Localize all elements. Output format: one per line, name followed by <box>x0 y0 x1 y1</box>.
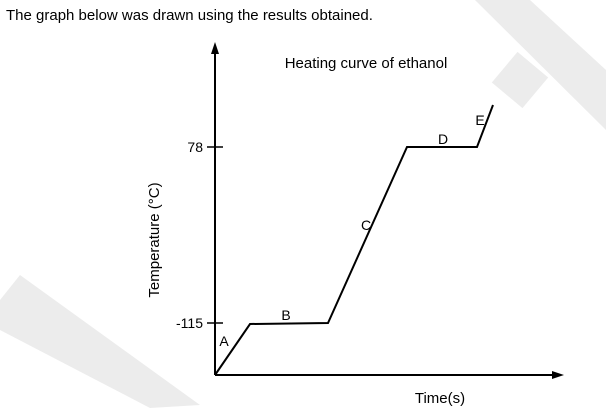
y-tick-label-minus-115: -115 <box>176 315 203 331</box>
segment-label-c: C <box>361 217 371 233</box>
intro-text: The graph below was drawn using the resu… <box>6 7 373 24</box>
segment-label-a: A <box>219 333 229 349</box>
heating-curve-line <box>214 104 494 376</box>
y-axis-arrow <box>211 42 219 54</box>
segment-labels: A B C D E <box>219 112 484 349</box>
segment-label-e: E <box>475 112 484 128</box>
x-axis-label: Time(s) <box>415 390 465 407</box>
segment-label-d: D <box>438 131 448 147</box>
chart-title: Heating curve of ethanol <box>285 55 448 72</box>
x-axis-arrow <box>552 371 564 379</box>
y-axis-label: Temperature (°C) <box>146 182 163 297</box>
y-tick-label-78: 78 <box>187 139 203 155</box>
segment-label-b: B <box>281 307 290 323</box>
